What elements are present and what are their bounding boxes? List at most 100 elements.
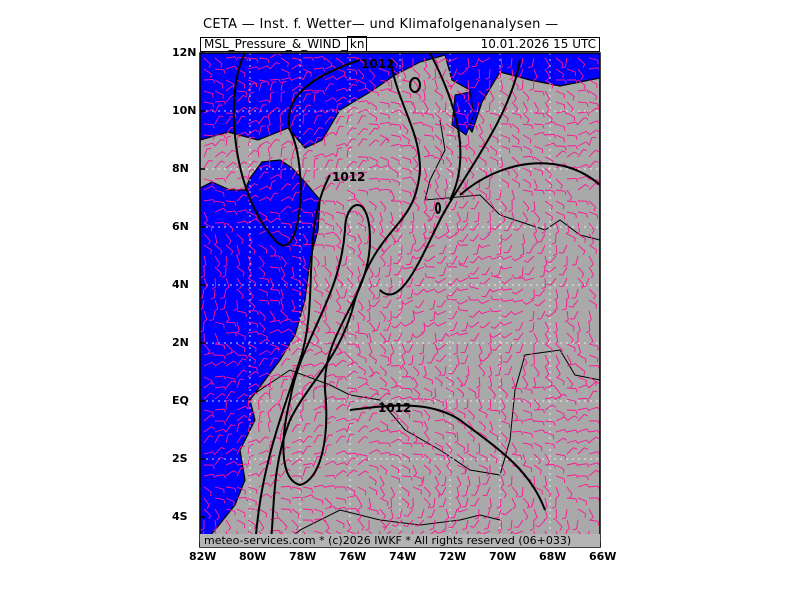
- wind-barb: [401, 101, 414, 106]
- wind-barb: [390, 200, 402, 205]
- wind-barb: [203, 185, 216, 191]
- wind-barb: [406, 244, 414, 255]
- wind-barb: [533, 420, 545, 426]
- wind-barb: [409, 57, 414, 69]
- wind-barb: [258, 410, 265, 422]
- wind-barb: [247, 486, 258, 494]
- wind-barb: [214, 79, 224, 89]
- wind-barb: [279, 299, 284, 312]
- lat-tick-label: 2N: [172, 336, 189, 349]
- wind-barb: [379, 486, 386, 499]
- wind-barb: [412, 409, 423, 417]
- wind-barb: [423, 134, 435, 141]
- wind-barb: [214, 343, 226, 350]
- wind-barb: [357, 222, 367, 232]
- wind-barb: [225, 380, 236, 389]
- wind-barb: [561, 57, 568, 69]
- wind-barb: [412, 121, 425, 126]
- wind-barb: [258, 141, 271, 147]
- wind-barb: [379, 497, 389, 507]
- wind-barb: [533, 332, 539, 345]
- wind-barb: [214, 354, 226, 360]
- wind-barb: [446, 295, 458, 301]
- wind-barb: [225, 399, 231, 411]
- wind-barb: [324, 485, 337, 490]
- wind-barb: [225, 412, 235, 422]
- wind-barb: [324, 460, 337, 466]
- wind-barb: [368, 127, 379, 136]
- wind-barb: [465, 57, 470, 70]
- wind-barb: [379, 442, 391, 447]
- wind-barb: [457, 305, 469, 312]
- wind-barb: [401, 365, 409, 377]
- wind-barb: [489, 420, 494, 433]
- wind-barb: [565, 288, 570, 301]
- wind-barb: [445, 156, 453, 168]
- wind-barb: [423, 57, 428, 70]
- wind-barb: [203, 310, 208, 323]
- wind-barb: [379, 464, 388, 475]
- wind-barb: [478, 244, 491, 248]
- wind-barb: [236, 497, 249, 502]
- wind-barb: [203, 382, 215, 389]
- wind-barb: [236, 106, 248, 114]
- wind-barb: [512, 288, 524, 295]
- wind-barb: [379, 189, 392, 194]
- wind-barb: [544, 365, 550, 378]
- wind-barb: [467, 409, 475, 421]
- wind-barb: [559, 244, 568, 254]
- lat-tick-label: 12N: [172, 46, 197, 59]
- wind-barb: [225, 200, 237, 206]
- wind-barb: [555, 123, 566, 131]
- wind-barb: [588, 107, 600, 114]
- wind-barb: [225, 448, 237, 455]
- wind-barb: [236, 434, 246, 444]
- wind-barb: [511, 486, 519, 498]
- wind-barb: [511, 430, 524, 436]
- wind-barb: [269, 277, 274, 290]
- wind-barb: [544, 384, 557, 389]
- wind-barb: [368, 486, 378, 496]
- wind-barb: [577, 497, 587, 506]
- wind-barb: [280, 146, 286, 158]
- wind-barb: [501, 310, 513, 318]
- wind-barb: [247, 233, 253, 246]
- wind-barb: [368, 101, 377, 111]
- wind-barb: [456, 497, 462, 510]
- wind-barb: [457, 68, 469, 75]
- wind-barb: [588, 354, 598, 363]
- wind-barb: [236, 94, 247, 103]
- wind-barb: [203, 352, 216, 357]
- wind-barb: [247, 119, 260, 125]
- wind-barb: [577, 141, 590, 147]
- wind-barb: [269, 299, 281, 305]
- wind-barb: [424, 262, 436, 268]
- wind-barb: [412, 464, 418, 477]
- wind-barb: [335, 75, 348, 81]
- wind-barb: [258, 196, 271, 202]
- wind-barb: [390, 385, 403, 390]
- wind-barb: [522, 178, 532, 188]
- wind-barb: [412, 431, 418, 444]
- wind-barb: [498, 57, 503, 70]
- wind-barb: [258, 79, 270, 86]
- wind-barb: [511, 90, 517, 103]
- wind-barb: [379, 310, 387, 322]
- wind-barb: [467, 189, 476, 200]
- wind-barb: [236, 310, 247, 317]
- wind-barb: [356, 266, 361, 279]
- wind-barb: [474, 387, 480, 399]
- wind-barb: [390, 409, 399, 420]
- wind-barb: [555, 134, 565, 143]
- wind-barb: [479, 233, 491, 241]
- wind-barb: [291, 192, 300, 202]
- wind-barb: [225, 424, 236, 433]
- wind-barb: [324, 444, 332, 455]
- wind-barb: [566, 101, 574, 113]
- wind-barb: [387, 255, 392, 267]
- wind-barb: [448, 310, 458, 320]
- wind-barb: [470, 200, 480, 210]
- wind-barb: [555, 437, 568, 444]
- wind-barb: [203, 57, 211, 69]
- wind-barb: [346, 508, 359, 513]
